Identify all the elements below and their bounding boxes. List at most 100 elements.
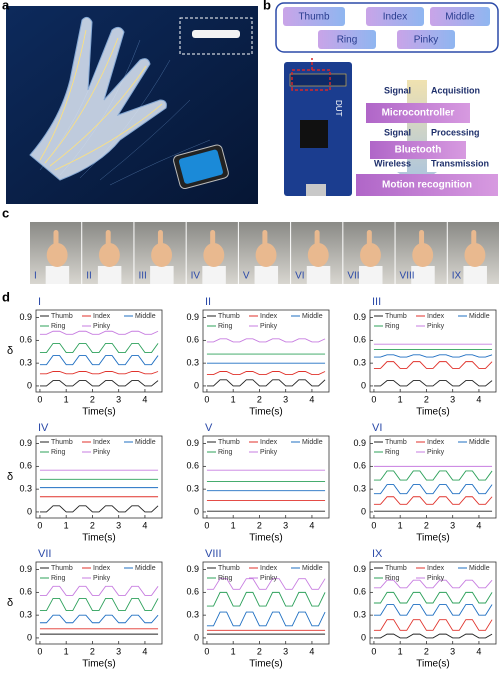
legend-label: Thumb bbox=[218, 313, 240, 320]
panel-label: a bbox=[2, 0, 10, 12]
series-line bbox=[206, 578, 326, 590]
sleeve bbox=[463, 266, 487, 284]
step-label: Processing bbox=[431, 127, 480, 137]
chart-title: IX bbox=[372, 548, 383, 560]
gesture-label: III bbox=[138, 271, 146, 282]
sensor-closeup bbox=[192, 30, 240, 38]
legend-label: Ring bbox=[218, 449, 233, 456]
plot-frame bbox=[202, 435, 330, 519]
chart-title: II bbox=[205, 296, 211, 308]
x-tick-label: 3 bbox=[450, 394, 455, 404]
x-tick-label: 3 bbox=[283, 520, 288, 530]
x-tick-label: 1 bbox=[398, 646, 403, 656]
finger-label: Index bbox=[383, 12, 407, 23]
x-tick-label: 1 bbox=[64, 646, 69, 656]
x-tick-label: 2 bbox=[90, 520, 95, 530]
finger bbox=[53, 230, 59, 250]
x-tick-label: 4 bbox=[309, 394, 314, 404]
hand bbox=[203, 243, 225, 267]
x-tick-label: 1 bbox=[398, 520, 403, 530]
x-tick-label: 0 bbox=[204, 520, 209, 530]
chip bbox=[300, 120, 328, 148]
series-line bbox=[373, 591, 493, 604]
y-tick-label: 0.3 bbox=[19, 358, 32, 368]
legend-label: Pinky bbox=[93, 323, 111, 330]
x-axis-label: Time(s) bbox=[249, 533, 283, 544]
finger-pill bbox=[366, 7, 424, 26]
x-tick-label: 1 bbox=[64, 520, 69, 530]
y-tick-label: 0.3 bbox=[19, 610, 32, 620]
legend-label: Middle bbox=[135, 565, 156, 572]
finger-label: Ring bbox=[337, 35, 358, 46]
x-axis-label: Time(s) bbox=[416, 407, 450, 418]
hand bbox=[464, 243, 486, 267]
legend-label: Middle bbox=[302, 313, 323, 320]
x-axis-label: Time(s) bbox=[249, 659, 283, 670]
legend-label: Ring bbox=[218, 575, 233, 582]
panel-label: b bbox=[263, 0, 271, 12]
finger-label: Middle bbox=[445, 12, 475, 23]
x-tick-label: 4 bbox=[142, 646, 147, 656]
x-tick-label: 2 bbox=[257, 646, 262, 656]
series-line bbox=[373, 633, 493, 639]
gesture-label: VIII bbox=[400, 271, 415, 282]
y-tick-label: 0.3 bbox=[186, 358, 199, 368]
legend-label: Ring bbox=[218, 323, 233, 330]
x-tick-label: 3 bbox=[116, 646, 121, 656]
y-tick-label: 0.6 bbox=[353, 335, 366, 345]
y-tick-label: 0.3 bbox=[353, 484, 366, 494]
x-tick-label: 4 bbox=[476, 520, 481, 530]
x-tick-label: 2 bbox=[257, 394, 262, 404]
hand bbox=[360, 243, 381, 267]
legend-label: Index bbox=[427, 439, 445, 446]
board-label: DUT bbox=[334, 100, 343, 117]
series-line bbox=[39, 585, 159, 596]
finger-pill bbox=[318, 30, 376, 49]
finger-pill bbox=[283, 7, 345, 26]
plot-frame bbox=[369, 561, 497, 645]
legend-label: Ring bbox=[385, 575, 400, 582]
series-line bbox=[373, 619, 493, 631]
x-tick-label: 0 bbox=[37, 520, 42, 530]
sleeve bbox=[45, 266, 70, 284]
x-tick-label: 3 bbox=[283, 646, 288, 656]
series-line bbox=[206, 371, 326, 375]
step-label: Transmission bbox=[431, 158, 489, 168]
legend-label: Middle bbox=[469, 565, 490, 572]
y-tick-label: 0.6 bbox=[19, 461, 32, 471]
legend-label: Ring bbox=[51, 449, 66, 456]
y-tick-label: 0 bbox=[194, 632, 199, 642]
panel-label: c bbox=[2, 205, 9, 220]
y-tick-label: 0.3 bbox=[353, 358, 366, 368]
finger bbox=[210, 230, 216, 250]
x-tick-label: 4 bbox=[476, 646, 481, 656]
block-label: Motion recognition bbox=[382, 180, 472, 191]
gesture-label: IV bbox=[191, 271, 201, 282]
x-tick-label: 1 bbox=[398, 394, 403, 404]
x-tick-label: 0 bbox=[371, 646, 376, 656]
finger bbox=[262, 230, 268, 250]
gesture-label: IX bbox=[452, 271, 462, 282]
sleeve bbox=[306, 266, 331, 284]
chart-title: III bbox=[372, 296, 381, 308]
plot-frame bbox=[35, 561, 163, 645]
block-label: Bluetooth bbox=[395, 145, 442, 156]
legend-label: Index bbox=[93, 565, 111, 572]
y-tick-label: 0 bbox=[361, 632, 366, 642]
sleeve bbox=[359, 266, 383, 284]
x-tick-label: 0 bbox=[204, 394, 209, 404]
chart-title: V bbox=[205, 422, 213, 434]
legend-label: Thumb bbox=[385, 313, 407, 320]
legend-label: Middle bbox=[469, 313, 490, 320]
y-axis-label: δ bbox=[7, 597, 13, 609]
finger bbox=[366, 230, 372, 250]
y-tick-label: 0.6 bbox=[186, 335, 199, 345]
x-tick-label: 2 bbox=[424, 646, 429, 656]
hand bbox=[151, 243, 173, 267]
legend-label: Thumb bbox=[51, 439, 73, 446]
chart-title: I bbox=[38, 296, 41, 308]
finger bbox=[105, 230, 111, 250]
finger bbox=[314, 230, 320, 250]
series-line bbox=[373, 470, 493, 481]
legend-label: Index bbox=[260, 313, 278, 320]
